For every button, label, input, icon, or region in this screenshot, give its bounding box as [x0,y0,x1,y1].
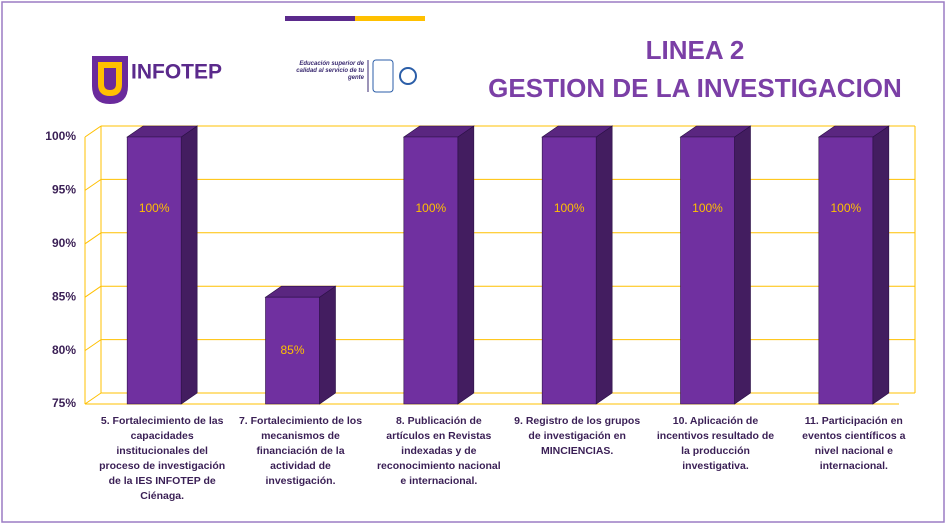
bar-side [595,125,613,405]
value-label: 100% [139,201,170,215]
y-tick-label: 90% [52,236,76,250]
x-tick-label: 10. Aplicación de incentivos resultado d… [656,415,775,472]
value-label: 100% [692,201,723,215]
bar [541,125,614,405]
bar-side [180,125,198,405]
accent-bar [285,16,355,21]
bar-side [872,125,890,405]
bar-front [541,136,597,405]
bar-side [457,125,475,405]
value-label: 100% [830,201,861,215]
bar-front [265,296,320,405]
grid-line [84,392,102,405]
y-tick-label: 80% [52,343,76,357]
tagline: Educación superior de calidad al servici… [296,61,364,81]
bar-front [818,136,874,405]
bar [126,125,199,405]
chart-title: LINEA 2 [646,35,745,65]
grid-line [84,178,102,191]
x-tick-label: 7. Fortalecimiento de los mecanismos de … [238,415,363,487]
bar-front [126,136,182,405]
bar-side [734,125,751,405]
y-tick-label: 100% [45,129,76,143]
logo-icon [399,67,417,85]
logo [92,56,128,104]
y-tick-label: 95% [52,183,76,197]
x-tick-label: 5. Fortalecimiento de las capacidades in… [99,415,226,502]
y-tick-label: 75% [52,396,76,410]
bar [679,125,752,405]
accent-bar [355,16,425,21]
bar-side [319,285,336,405]
chart-subtitle: GESTION DE LA INVESTIGACION [488,73,902,103]
x-tick-label: 8. Publicación de artículos en Revistas … [376,415,501,487]
bar [817,125,890,405]
grid-line [84,339,102,352]
bar [402,125,475,405]
value-label: 100% [554,201,585,215]
bar [264,285,337,405]
bar-front [403,136,459,405]
logo-icon [372,59,394,93]
grid-line [84,285,102,298]
value-label: 85% [280,343,304,357]
y-tick-label: 85% [52,289,76,303]
grid-line [84,125,102,138]
grid-line [84,232,102,245]
x-tick-label: 9. Registro de los grupos de investigaci… [514,415,641,457]
logo-text: INFOTEP [131,61,222,84]
value-label: 100% [415,201,446,215]
x-tick-label: 11. Participación en eventos científicos… [802,415,906,472]
bar-front [680,136,735,405]
